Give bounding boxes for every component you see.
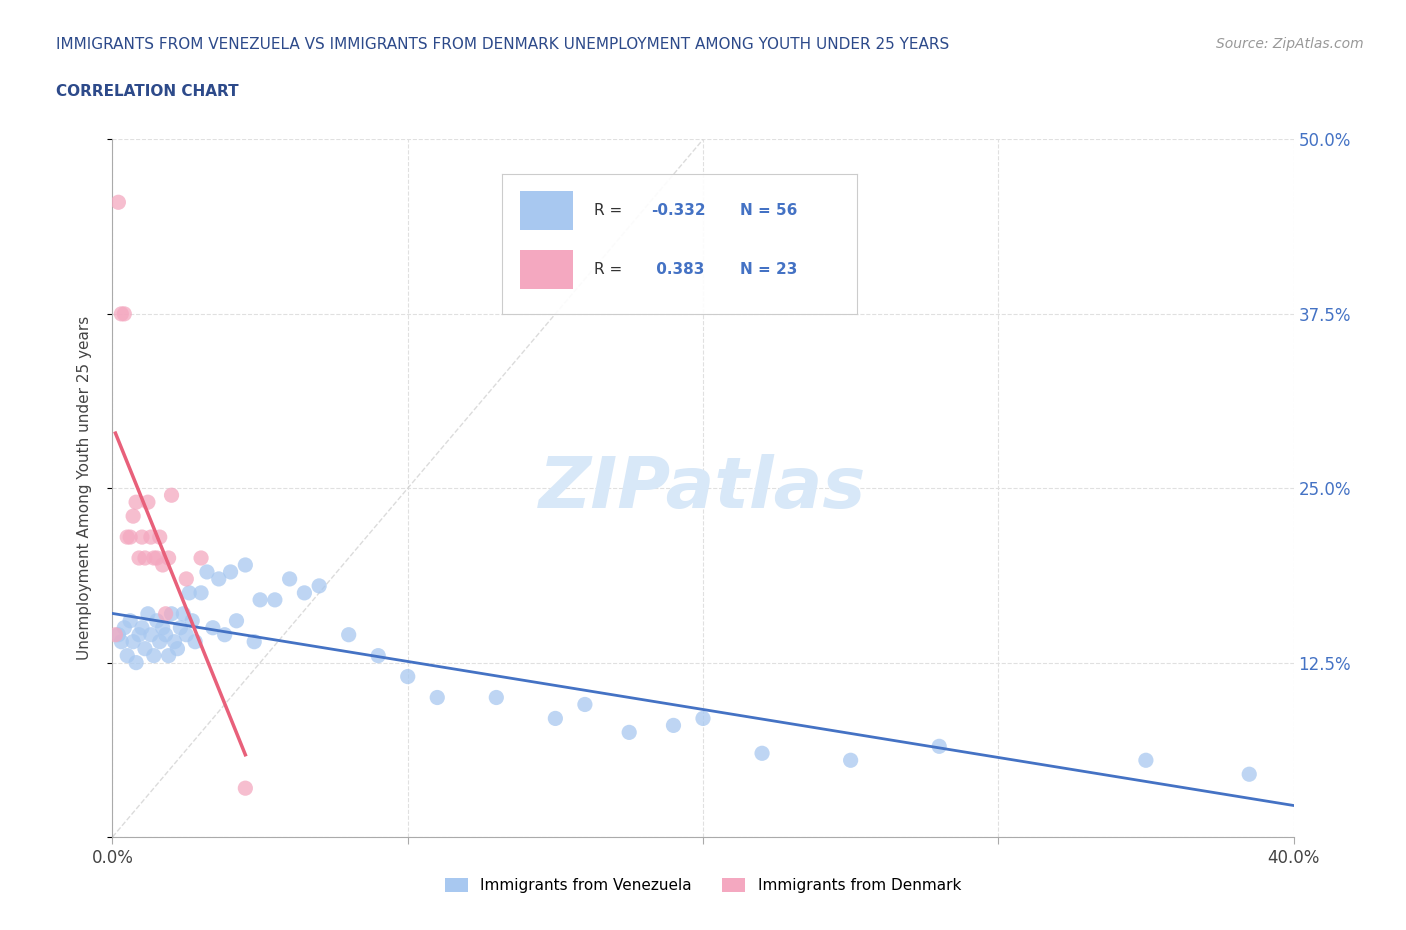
Point: [179, 586, 201, 601]
Point: [131, 620, 153, 635]
Point: [120, 614, 142, 629]
Point: [160, 488, 183, 503]
Point: [136, 495, 159, 510]
Text: IMMIGRANTS FROM VENEZUELA VS IMMIGRANTS FROM DENMARK UNEMPLOYMENT AMONG YOUTH UN: IMMIGRANTS FROM VENEZUELA VS IMMIGRANTS …: [56, 37, 949, 52]
Point: [125, 656, 148, 671]
Text: Source: ZipAtlas.com: Source: ZipAtlas.com: [1216, 37, 1364, 51]
Point: [157, 648, 180, 663]
Point: [134, 551, 156, 565]
Point: [544, 711, 567, 725]
Point: [163, 634, 186, 649]
Point: [485, 690, 508, 705]
Legend: Immigrants from Venezuela, Immigrants from Denmark: Immigrants from Venezuela, Immigrants fr…: [439, 871, 967, 899]
Point: [169, 620, 191, 635]
Point: [155, 606, 177, 621]
Text: ZIPatlas: ZIPatlas: [540, 454, 866, 523]
Point: [278, 571, 301, 587]
Point: [117, 648, 138, 663]
Point: [136, 606, 159, 621]
Point: [1135, 753, 1157, 768]
Point: [120, 530, 142, 545]
Point: [190, 551, 212, 565]
Point: [107, 628, 129, 643]
Point: [110, 634, 132, 649]
Point: [174, 628, 197, 643]
Point: [201, 620, 224, 635]
Point: [139, 530, 162, 545]
Point: [662, 718, 685, 733]
Point: [208, 571, 231, 587]
Point: [190, 586, 212, 601]
Point: [619, 725, 641, 740]
Point: [174, 571, 197, 587]
Point: [152, 620, 174, 635]
Point: [134, 642, 156, 657]
Point: [146, 614, 169, 629]
Point: [396, 670, 419, 684]
Point: [184, 634, 207, 649]
Point: [195, 565, 218, 579]
Point: [1239, 766, 1261, 781]
Point: [225, 614, 247, 629]
Point: [308, 578, 330, 593]
Point: [155, 628, 177, 643]
Point: [139, 628, 162, 643]
Point: [166, 642, 188, 657]
Point: [292, 586, 315, 601]
Point: [367, 648, 389, 663]
Point: [152, 558, 174, 573]
Point: [264, 592, 287, 607]
Point: [128, 628, 150, 643]
Point: [839, 753, 862, 768]
Point: [112, 307, 135, 322]
Point: [214, 628, 236, 643]
Point: [181, 614, 204, 629]
Point: [928, 738, 950, 753]
Point: [146, 551, 169, 565]
Point: [243, 634, 266, 649]
Point: [751, 746, 773, 761]
Point: [131, 530, 153, 545]
Y-axis label: Unemployment Among Youth under 25 years: Unemployment Among Youth under 25 years: [77, 316, 91, 660]
Point: [157, 551, 180, 565]
Point: [112, 620, 135, 635]
Point: [110, 307, 132, 322]
Point: [233, 558, 256, 573]
Point: [107, 195, 129, 210]
Point: [149, 634, 172, 649]
Point: [160, 606, 183, 621]
Point: [125, 495, 148, 510]
Point: [574, 698, 596, 712]
Point: [337, 628, 360, 643]
Point: [692, 711, 714, 725]
Point: [122, 509, 145, 524]
Point: [233, 781, 256, 796]
Point: [249, 592, 271, 607]
Point: [117, 530, 138, 545]
Text: CORRELATION CHART: CORRELATION CHART: [56, 84, 239, 99]
Point: [142, 551, 165, 565]
Point: [104, 628, 127, 643]
Point: [142, 648, 165, 663]
Point: [149, 530, 172, 545]
Point: [426, 690, 449, 705]
Point: [172, 606, 194, 621]
Point: [122, 634, 145, 649]
Point: [128, 551, 150, 565]
Point: [219, 565, 242, 579]
